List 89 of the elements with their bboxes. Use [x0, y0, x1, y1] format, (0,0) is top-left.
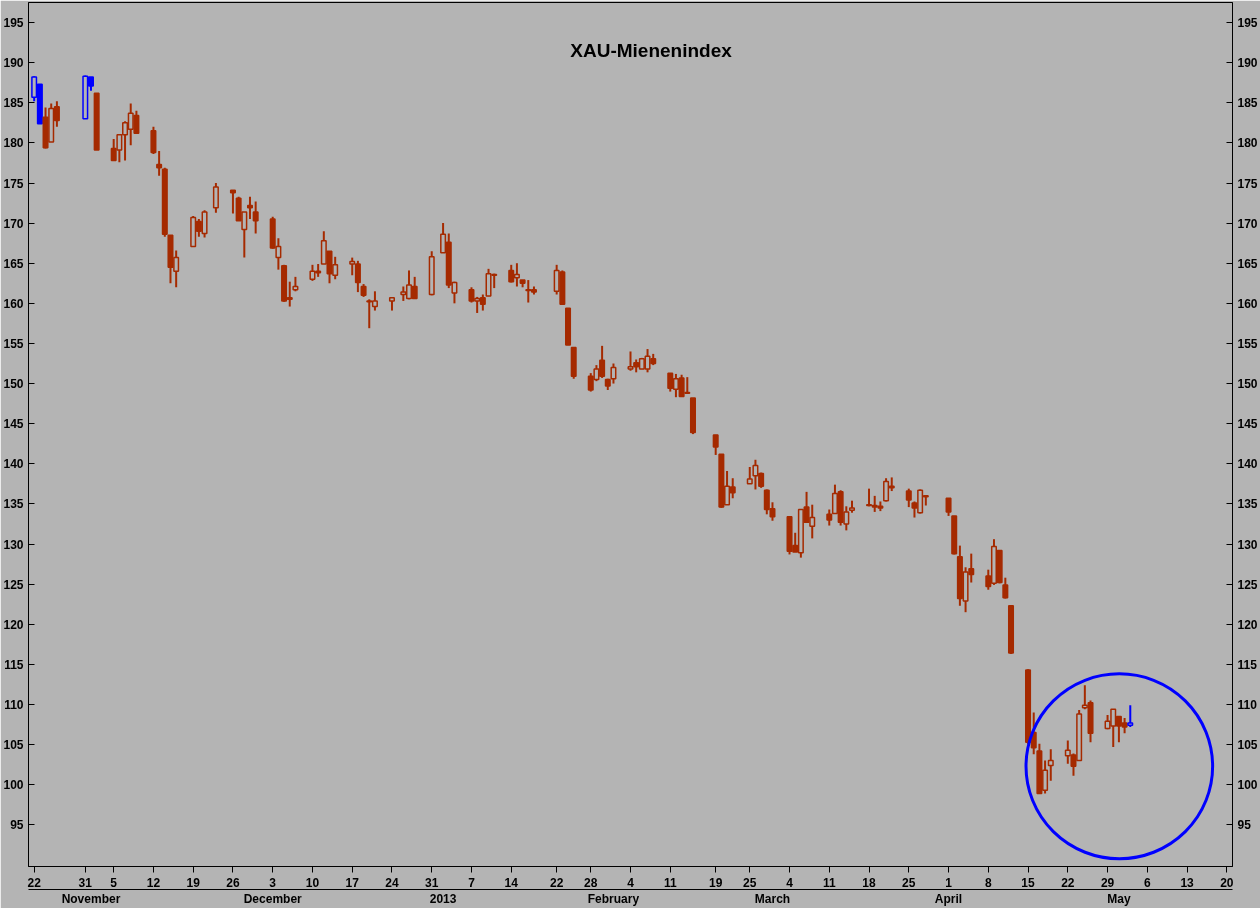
x-tick-label: 28 [584, 875, 598, 890]
y-tick-label: 165 [3, 256, 24, 271]
y2-tick-label: 170 [1237, 216, 1258, 231]
y-tick-label: 150 [3, 377, 24, 392]
x-tick-label: 3 [269, 875, 277, 890]
y2-tick-label: 100 [1237, 778, 1258, 793]
y-tick-label: 130 [3, 537, 24, 552]
x-tick-label: 1 [945, 875, 953, 890]
x-tick-label: 6 [1143, 875, 1151, 890]
x2-tick-label: February [587, 891, 640, 906]
y2-tick-label: 120 [1237, 617, 1258, 632]
y2-tick-label: 165 [1237, 256, 1258, 271]
y-tick-label: 110 [4, 697, 24, 712]
candlestick [156, 149, 163, 177]
x2-tick-label: November [61, 891, 121, 906]
x-tick-label: 20 [1220, 875, 1234, 890]
x-tick-label: 12 [146, 875, 161, 890]
x-tick-label: 4 [786, 875, 794, 890]
candlestick [252, 200, 259, 235]
x-tick-label: 19 [709, 875, 723, 890]
y2-tick-label: 155 [1237, 336, 1258, 351]
x-tick-label: 8 [984, 875, 992, 890]
y-tick-label: 190 [3, 56, 24, 71]
x-tick-label: 31 [78, 875, 93, 890]
candlestick [150, 125, 157, 156]
y-tick-label: 195 [3, 16, 24, 31]
x2-tick-label: April [934, 891, 963, 906]
x-tick-label: 15 [1021, 875, 1036, 890]
x-tick-label: 18 [862, 875, 877, 890]
x-tick-label: 11 [663, 875, 677, 890]
candlestick [1127, 704, 1134, 728]
x-tick-label: 22 [1061, 875, 1075, 890]
x-tick-label: 5 [110, 875, 118, 890]
y-tick-label: 170 [3, 216, 24, 231]
x-tick-label: 17 [345, 875, 360, 890]
y2-tick-label: 185 [1237, 96, 1258, 111]
y-tick-label: 185 [3, 96, 24, 111]
candlestick [229, 189, 236, 215]
y-tick-label: 140 [3, 457, 24, 472]
candlestick [246, 195, 254, 221]
x-tick-label: 26 [226, 875, 240, 890]
y-tick-label: 100 [3, 778, 24, 793]
y-tick-label: 125 [3, 577, 24, 592]
x-tick-label: 22 [27, 875, 42, 890]
y-tick-label: 105 [3, 738, 24, 753]
x-tick-label: 25 [902, 875, 916, 890]
x-tick-label: 4 [627, 875, 635, 890]
x2-tick-label: May [1107, 891, 1131, 906]
x-tick-label: 29 [1100, 875, 1115, 890]
x2-tick-label: December [243, 891, 303, 906]
y-tick-label: 180 [3, 136, 24, 151]
y-tick-label: 120 [3, 617, 24, 632]
y-tick-label: 115 [4, 657, 24, 672]
y2-tick-label: 95 [1237, 818, 1252, 833]
x-tick-label: 24 [385, 875, 399, 890]
text: XAU-Mienenindex [570, 39, 733, 61]
y-tick-label: 145 [3, 417, 24, 432]
y-tick-label: 95 [10, 818, 24, 833]
y2-tick-label: 135 [1237, 497, 1258, 512]
y-tick-label: 175 [3, 176, 24, 191]
x-tick-label: 14 [504, 875, 519, 890]
x-tick-label: 31 [425, 875, 439, 890]
y2-tick-label: 180 [1237, 136, 1258, 151]
y2-tick-label: 145 [1237, 417, 1258, 432]
x-tick-label: 19 [186, 875, 201, 890]
y2-tick-label: 175 [1237, 176, 1258, 191]
x-tick-label: 13 [1180, 875, 1195, 890]
x2-tick-label: March [754, 891, 791, 906]
y2-tick-label: 140 [1237, 457, 1258, 472]
x-tick-label: 25 [743, 875, 757, 890]
y-tick-label: 135 [3, 497, 24, 512]
y2-tick-label: 130 [1237, 537, 1258, 552]
y2-tick-label: 110 [1237, 697, 1258, 712]
y2-tick-label: 160 [1237, 296, 1258, 311]
y2-tick-label: 190 [1237, 56, 1258, 71]
y-tick-label: 160 [3, 296, 24, 311]
y-tick-label: 155 [3, 336, 24, 351]
x-tick-label: 10 [305, 875, 320, 890]
y2-tick-label: 125 [1237, 577, 1258, 592]
y2-tick-label: 195 [1237, 16, 1258, 31]
y2-tick-label: 105 [1237, 738, 1258, 753]
candlestick [1047, 748, 1054, 782]
x2-tick-label: 2013 [429, 891, 457, 906]
x-tick-label: 11 [822, 875, 836, 890]
candlestick [212, 182, 219, 214]
x-tick-label: 7 [468, 875, 476, 890]
y2-tick-label: 150 [1237, 377, 1258, 392]
x-tick-label: 22 [550, 875, 564, 890]
y2-tick-label: 115 [1237, 657, 1258, 672]
